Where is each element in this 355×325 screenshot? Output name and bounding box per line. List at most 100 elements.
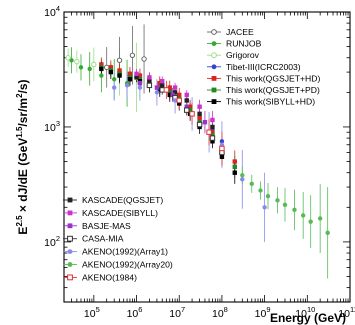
legend-bottom-left: KASCADE(QGSJET) KASCADE(SIBYLL) BASJE-MAS C… xyxy=(63,195,173,282)
x-tick-label: 106 xyxy=(127,305,143,320)
data-point-runjob xyxy=(69,58,74,63)
data-point-akeno-1984 xyxy=(176,97,182,104)
data-point-casa-mia xyxy=(196,121,203,128)
legend-top-right-label: This work(QGSJET+HD) xyxy=(226,73,320,83)
legend-top-right: JACEERUNJOBGrigorovTibet-III(ICRC2003)Th… xyxy=(207,27,320,107)
data-point-tibet-iii-icrc2003 xyxy=(219,139,225,144)
data-point-kascade-sibyll xyxy=(134,71,139,76)
data-point-this-work-qgsjet-hd xyxy=(117,68,122,73)
data-point-this-work-sibyll-hd xyxy=(108,69,114,75)
legend-bottom-left-marker xyxy=(67,210,73,216)
data-point-jacee xyxy=(116,57,123,64)
data-point-akeno-1992-array20 xyxy=(325,230,330,235)
data-point-this-work-qgsjet-hd xyxy=(127,71,133,76)
legend-bottom-left-label: AKENO(1984) xyxy=(82,272,137,282)
legend-top-right-label: RUNJOB xyxy=(226,39,262,49)
legend-bottom-left-label: KASCADE(SIBYLL) xyxy=(82,208,158,218)
data-point-basje-mas xyxy=(184,104,189,109)
data-point-this-work-qgsjet-pd xyxy=(232,164,237,170)
legend-bottom-left-label: AKENO(1992)(Array1) xyxy=(82,247,168,257)
data-point-this-work-qgsjet-hd xyxy=(167,85,172,90)
data-point-akeno-1992-array1 xyxy=(262,205,267,210)
legend-top-right-label: JACEE xyxy=(226,27,254,37)
x-tick-label: 1010 xyxy=(295,305,315,320)
data-point-akeno-1992-array20 xyxy=(275,198,280,203)
plot-frame xyxy=(63,11,351,303)
data-point-akeno-1992-array1 xyxy=(137,85,143,90)
y-tick-label: 103 xyxy=(44,119,60,134)
legend-bottom-left-label: CASA-MIA xyxy=(82,234,124,244)
legend-top-right-marker xyxy=(211,41,217,46)
data-point-grigorov xyxy=(91,61,97,68)
data-point-kascade-qgsjet xyxy=(197,111,202,117)
data-point-this-work-sibyll-hd xyxy=(177,101,182,106)
data-point-runjob xyxy=(87,66,92,72)
data-point-this-work-qgsjet-hd xyxy=(137,73,143,78)
legend-top-right-marker xyxy=(211,29,217,35)
data-point-this-work-sibyll-hd xyxy=(127,77,133,82)
data-point-akeno-1992-array20 xyxy=(308,219,313,224)
legend-top-right-label: This work(QGSJET+PD) xyxy=(226,85,320,95)
data-point-kascade-sibyll xyxy=(147,75,152,80)
data-point-this-work-sibyll-hd xyxy=(232,170,237,175)
x-tick-label: 108 xyxy=(212,305,228,320)
x-tick-label: 105 xyxy=(84,305,100,320)
data-point-kascade-qgsjet xyxy=(210,124,215,130)
data-point-casa-mia xyxy=(184,107,190,113)
data-point-akeno-1984 xyxy=(206,129,212,135)
data-point-akeno-1992-array20 xyxy=(249,181,254,187)
legend-top-right-marker xyxy=(211,87,217,93)
legend-bottom-left-marker xyxy=(67,249,73,255)
data-point-this-work-qgsjet-pd xyxy=(187,107,193,113)
legend-top-right-label: Grigorov xyxy=(226,50,260,60)
legend-top-right-marker xyxy=(211,76,217,81)
data-point-this-work-qgsjet-pd xyxy=(210,132,215,138)
y-axis-ticks: 102 103 104 xyxy=(44,4,350,303)
y-tick-label: 102 xyxy=(44,234,60,249)
legend-top-right-marker xyxy=(211,64,217,70)
data-point-this-work-sibyll-hd xyxy=(167,92,172,98)
data-point-akeno-1984 xyxy=(163,87,170,93)
legend-bottom-left-marker xyxy=(67,235,73,242)
legend-bottom-left-label: KASCADE(QGSJET) xyxy=(82,195,163,205)
data-point-kascade-qgsjet xyxy=(172,90,178,95)
data-point-akeno-1992-array20 xyxy=(292,207,297,213)
data-point-this-work-qgsjet-hd xyxy=(99,62,104,67)
data-point-this-work-qgsjet-hd xyxy=(187,104,193,109)
data-point-kascade-sibyll xyxy=(184,92,189,98)
data-point-akeno-1992-array1 xyxy=(124,83,130,88)
data-point-grigorov xyxy=(74,58,80,65)
data-point-casa-mia xyxy=(209,135,216,141)
data-point-akeno-1992-array20 xyxy=(300,213,306,218)
data-point-kascade-qgsjet xyxy=(160,83,165,88)
legend-bottom-left-marker xyxy=(67,262,73,267)
data-point-akeno-1992-array20 xyxy=(265,193,271,199)
data-point-jacee xyxy=(103,64,110,71)
legend-bottom-left-marker xyxy=(67,223,73,229)
data-point-akeno-1992-array1 xyxy=(172,98,178,103)
legend-top-right-label: This work(SIBYLL+HD) xyxy=(226,97,315,107)
data-point-this-work-qgsjet-hd xyxy=(108,65,114,70)
data-point-kascade-sibyll xyxy=(197,104,202,109)
x-axis-label: Energy (GeV) xyxy=(270,311,346,325)
data-point-kascade-sibyll xyxy=(160,79,165,84)
data-point-this-work-qgsjet-hd xyxy=(157,81,162,86)
data-point-this-work-sibyll-hd xyxy=(99,66,104,72)
data-points xyxy=(65,52,330,235)
legend-bottom-left-marker xyxy=(67,197,73,203)
data-point-runjob xyxy=(78,65,84,70)
data-point-kascade-sibyll xyxy=(172,85,178,90)
x-tick-label: 107 xyxy=(169,305,185,320)
data-point-akeno-1984 xyxy=(189,111,195,117)
data-point-this-work-sibyll-hd xyxy=(219,154,225,159)
legend-bottom-left-marker xyxy=(67,274,73,281)
data-point-akeno-1992-array20 xyxy=(282,202,288,208)
data-point-jacee xyxy=(141,56,147,62)
legend-top-right-marker xyxy=(211,52,217,59)
data-point-this-work-sibyll-hd xyxy=(210,139,215,144)
data-point-akeno-1992-array20 xyxy=(317,216,323,221)
legend-bottom-left-label: AKENO(1992)(Array20) xyxy=(82,260,173,270)
x-tick-label: 109 xyxy=(255,305,271,320)
legend-top-right-label: Tibet-III(ICRC2003) xyxy=(226,62,301,72)
